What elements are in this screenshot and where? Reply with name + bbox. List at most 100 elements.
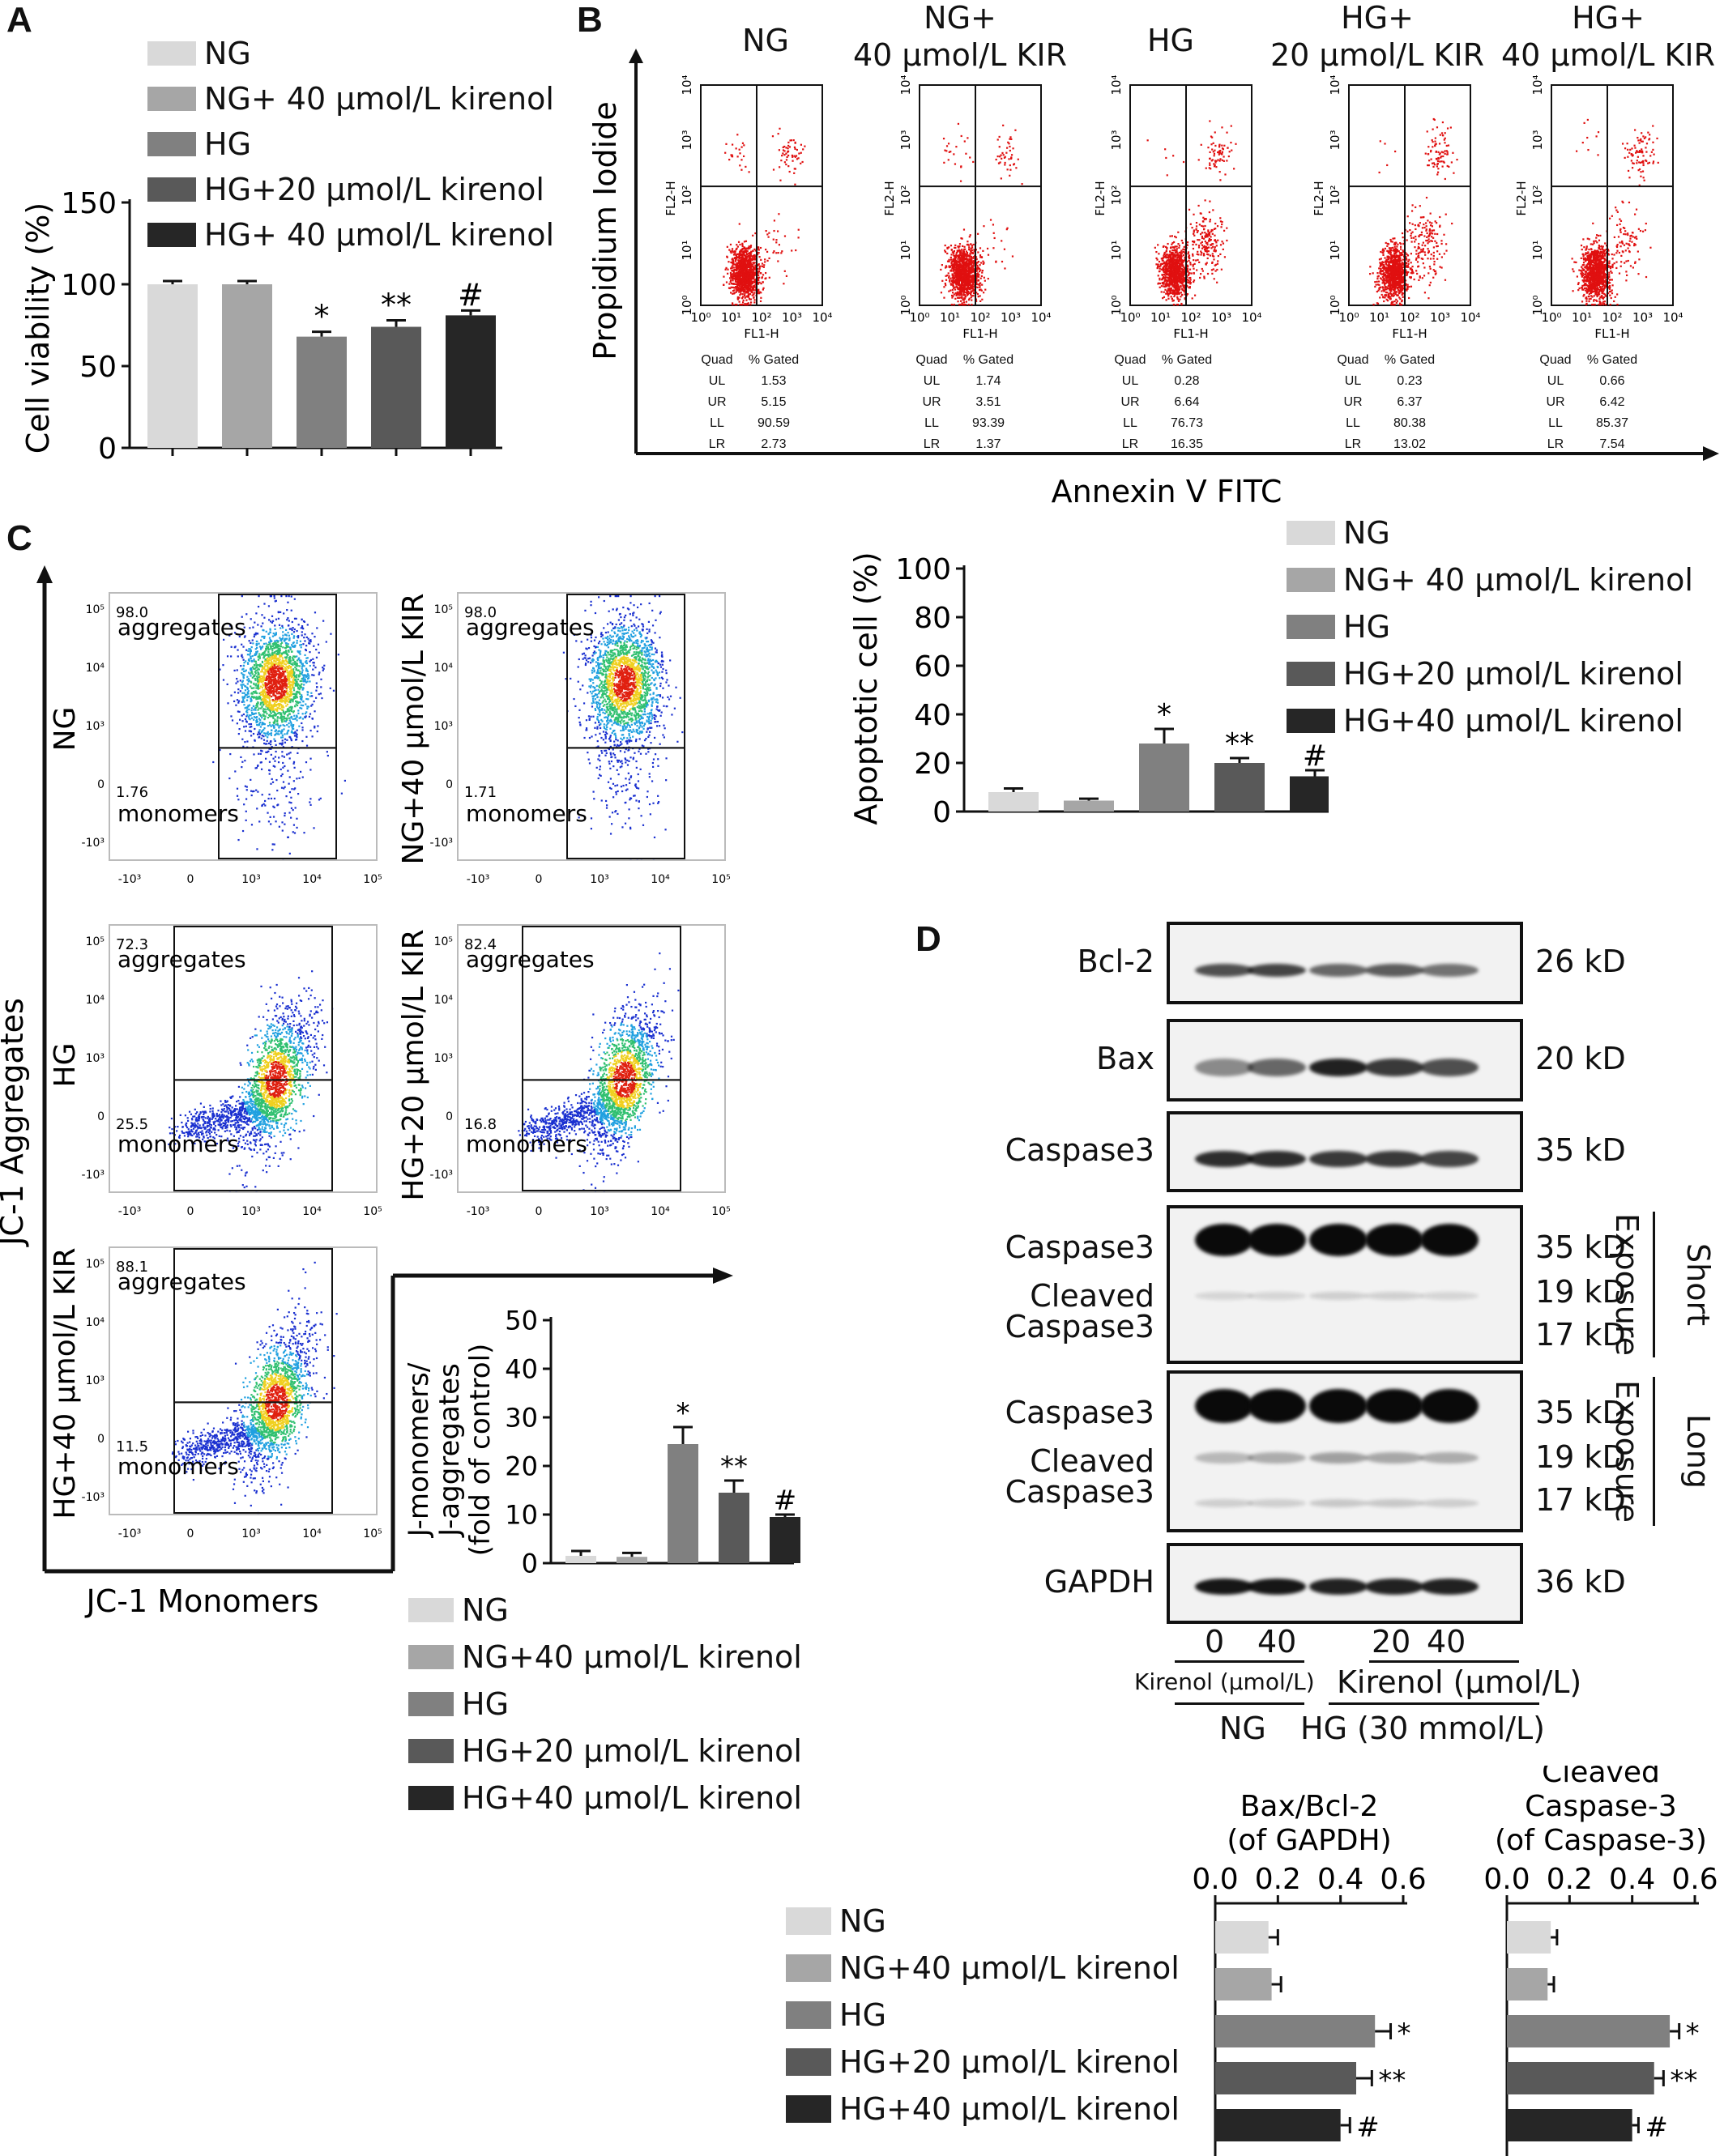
event-dot bbox=[966, 258, 969, 261]
event-dot bbox=[956, 261, 958, 264]
bar bbox=[446, 315, 496, 448]
event-dot bbox=[1206, 272, 1210, 275]
event-dot bbox=[745, 255, 748, 258]
event-dot bbox=[1402, 250, 1405, 253]
event-dot bbox=[739, 261, 741, 263]
event-dot bbox=[1387, 296, 1389, 298]
event-dot bbox=[979, 295, 981, 297]
event-dot bbox=[962, 266, 965, 270]
event-dot bbox=[747, 288, 749, 291]
event-dot bbox=[1192, 265, 1194, 267]
event-dot bbox=[1168, 266, 1171, 269]
event-dot bbox=[1440, 240, 1443, 242]
event-dot bbox=[1221, 144, 1223, 147]
event-dot bbox=[726, 256, 728, 258]
event-dot bbox=[736, 296, 739, 299]
event-dot bbox=[963, 294, 966, 296]
event-dot bbox=[1159, 270, 1161, 272]
event-dot bbox=[992, 247, 995, 249]
event-dot bbox=[1431, 222, 1433, 224]
event-dot bbox=[1163, 285, 1167, 288]
plot-tick-label: 10³ bbox=[1109, 130, 1124, 150]
event-dot bbox=[745, 299, 748, 301]
event-dot bbox=[1398, 292, 1401, 295]
event-dot bbox=[1443, 233, 1445, 236]
plot-tick-label: 10⁴ bbox=[898, 75, 913, 95]
event-dot bbox=[969, 269, 971, 272]
event-dot bbox=[1233, 168, 1235, 170]
event-dot bbox=[1396, 249, 1398, 251]
event-dot bbox=[1175, 265, 1177, 267]
event-dot bbox=[744, 250, 746, 253]
event-dot bbox=[732, 143, 734, 146]
event-dot bbox=[1172, 254, 1175, 256]
event-dot bbox=[1423, 266, 1426, 269]
event-dot bbox=[1380, 278, 1383, 280]
event-dot bbox=[971, 249, 973, 252]
event-dot bbox=[743, 271, 745, 275]
event-dot bbox=[754, 280, 757, 283]
event-dot bbox=[1213, 249, 1215, 252]
event-dot bbox=[729, 279, 732, 282]
event-dot bbox=[1167, 276, 1170, 279]
arrow-head bbox=[629, 49, 643, 63]
event-dot bbox=[1376, 272, 1379, 275]
event-dot bbox=[1423, 235, 1426, 237]
event-dot bbox=[1402, 288, 1405, 290]
event-dot bbox=[789, 139, 792, 142]
event-dot bbox=[1394, 256, 1398, 259]
event-dot bbox=[736, 269, 738, 271]
event-dot bbox=[1399, 245, 1402, 248]
event-dot bbox=[1428, 229, 1432, 232]
event-dot bbox=[982, 249, 984, 252]
event-dot bbox=[742, 265, 745, 267]
event-dot bbox=[1163, 256, 1166, 258]
event-dot bbox=[743, 262, 745, 265]
event-dot bbox=[738, 255, 741, 258]
event-dot bbox=[1395, 241, 1398, 244]
event-dot bbox=[738, 300, 740, 303]
event-dot bbox=[773, 219, 776, 222]
event-dot bbox=[748, 269, 750, 271]
event-dot bbox=[730, 261, 732, 264]
event-dot bbox=[1433, 164, 1436, 166]
event-dot bbox=[1387, 280, 1389, 283]
event-dot bbox=[1436, 241, 1438, 245]
event-dot bbox=[736, 283, 739, 285]
event-dot bbox=[1183, 268, 1186, 271]
event-dot bbox=[747, 266, 749, 268]
event-dot bbox=[1165, 269, 1168, 271]
event-dot bbox=[1389, 283, 1391, 285]
event-dot bbox=[745, 283, 747, 285]
event-dot bbox=[1163, 291, 1165, 293]
event-dot bbox=[751, 282, 754, 284]
event-dot bbox=[1208, 167, 1210, 169]
event-dot bbox=[1163, 268, 1166, 271]
event-dot bbox=[1219, 244, 1223, 246]
event-dot bbox=[957, 245, 959, 248]
event-dot bbox=[1390, 247, 1393, 249]
event-dot bbox=[962, 256, 964, 258]
event-dot bbox=[1181, 265, 1184, 267]
event-dot bbox=[962, 245, 964, 248]
event-dot bbox=[1176, 276, 1179, 279]
event-dot bbox=[967, 262, 969, 266]
event-dot bbox=[955, 272, 958, 275]
event-dot bbox=[1406, 265, 1409, 267]
event-dot bbox=[958, 252, 961, 254]
event-dot bbox=[1189, 279, 1192, 281]
event-dot bbox=[1393, 285, 1395, 288]
event-dot bbox=[754, 258, 757, 261]
plot-tick-label: 10³ bbox=[898, 130, 913, 150]
event-dot bbox=[954, 163, 957, 165]
event-dot bbox=[1393, 268, 1396, 271]
event-dot bbox=[750, 251, 753, 254]
event-dot bbox=[959, 180, 962, 182]
event-dot bbox=[735, 269, 737, 271]
event-dot bbox=[739, 262, 741, 265]
event-dot bbox=[1418, 225, 1420, 228]
event-dot bbox=[1407, 271, 1410, 274]
event-dot bbox=[793, 146, 796, 148]
event-dot bbox=[1428, 233, 1432, 236]
